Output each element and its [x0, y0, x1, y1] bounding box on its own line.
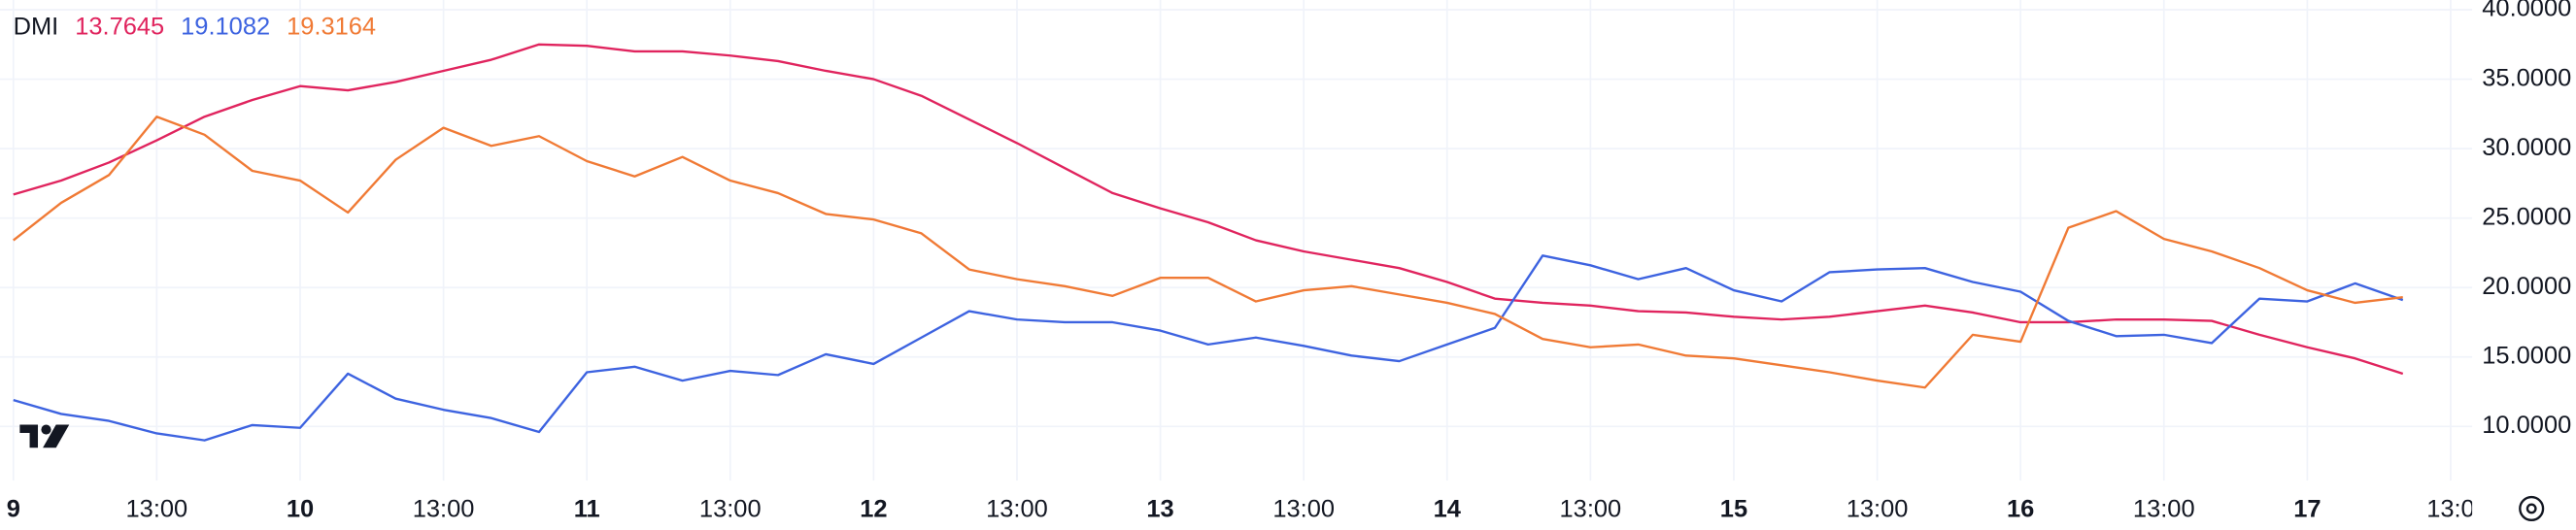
x-axis: 9 13:00 10 13:00 11 13:00 12 13:00 13 13:00 14 13:0…	[7, 495, 2475, 522]
x-tick-label: 11	[574, 495, 600, 522]
x-tick-label: 12	[860, 495, 887, 522]
y-tick-label: 10.0000	[2482, 412, 2571, 439]
y-tick-label: 40.0000	[2482, 0, 2571, 22]
grid	[0, 0, 2473, 481]
x-tick-label: 15	[1720, 495, 1747, 522]
line-series	[13, 254, 2404, 442]
x-tick-label: 13:00	[1272, 495, 1335, 522]
settings-icon[interactable]	[2525, 503, 2537, 514]
logo	[19, 424, 70, 448]
y-tick-label: 25.0000	[2482, 203, 2571, 230]
y-tick-label: 20.0000	[2482, 273, 2571, 300]
line-series	[13, 43, 2404, 376]
lines	[13, 43, 2404, 442]
x-tick-label: 10	[287, 495, 314, 522]
y-tick-label: 35.0000	[2482, 64, 2571, 91]
legend-title: DMI	[14, 14, 59, 41]
y-tick-label: 15.0000	[2482, 342, 2571, 369]
x-tick-label: 13:00	[986, 495, 1048, 522]
logo-mark	[41, 424, 51, 435]
x-tick-label: 13:00	[2133, 495, 2195, 522]
x-tick-label: 13:00	[1847, 495, 1909, 522]
legend-value: 19.1082	[181, 14, 270, 41]
x-tick-label: 13:00	[699, 495, 762, 522]
x-tick-label: 13:00	[126, 495, 188, 522]
settings-button[interactable]	[2519, 495, 2545, 522]
legend: DMI 13.7645 19.1082 19.3164	[14, 14, 377, 41]
logo-mark	[19, 424, 39, 448]
x-tick-label: 13:00	[1560, 495, 1622, 522]
x-tick-label: 13	[1146, 495, 1173, 522]
x-tick-label: 14	[1434, 495, 1462, 522]
y-axis: 40.0000 35.0000 30.0000 25.0000 20.0000 15.00…	[2482, 0, 2571, 439]
legend-value: 19.3164	[287, 14, 376, 41]
line-series	[13, 116, 2403, 389]
x-tick-label: 13:00	[413, 495, 475, 522]
x-tick-label: 17	[2293, 495, 2321, 522]
x-tick-label: 16	[2007, 495, 2034, 522]
legend-value: 13.7645	[75, 14, 164, 41]
x-tick-label: 9	[7, 495, 20, 522]
y-tick-label: 30.0000	[2482, 134, 2571, 161]
logo-mark	[43, 424, 70, 448]
x-tick-label: 13:0	[2426, 495, 2475, 522]
settings-icon[interactable]	[2519, 495, 2545, 522]
